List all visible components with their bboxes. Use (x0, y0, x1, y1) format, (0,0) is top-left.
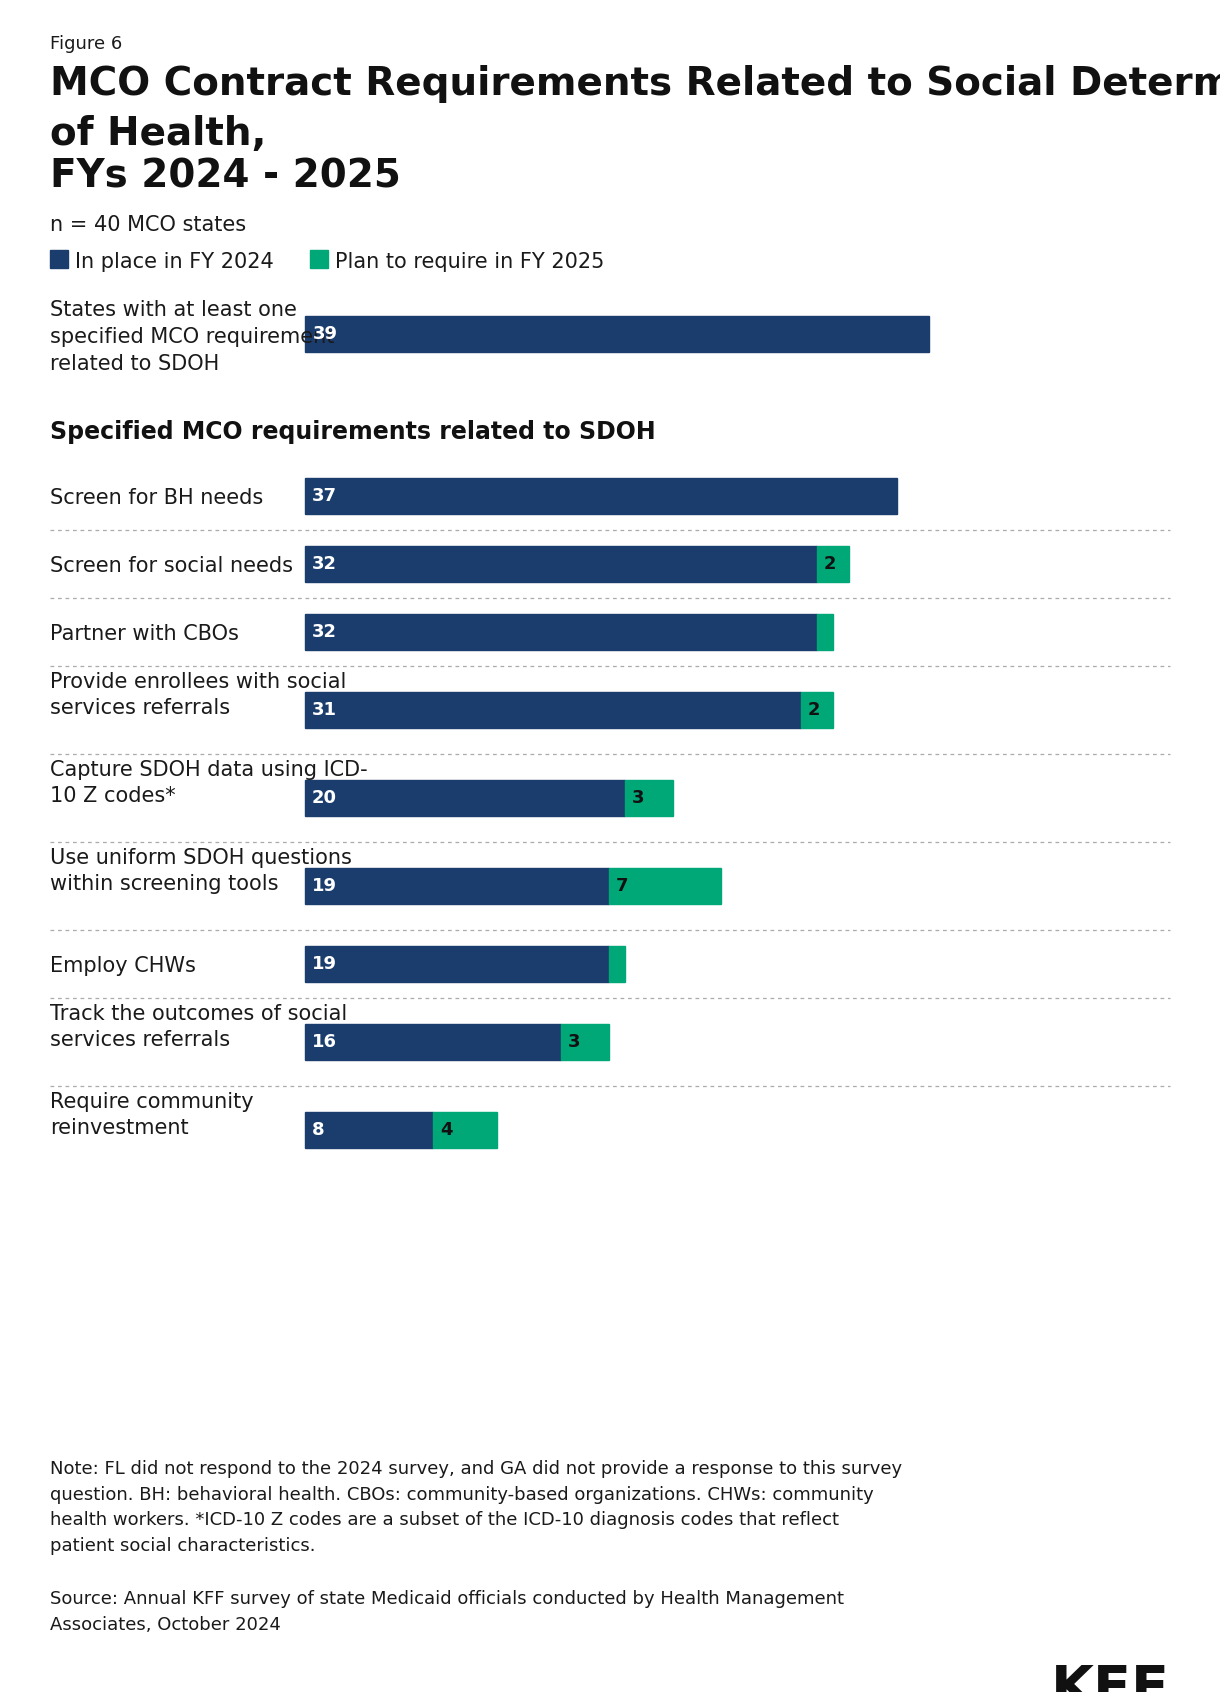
Text: 37: 37 (312, 487, 337, 504)
Text: 19: 19 (312, 954, 337, 973)
Bar (433, 1112, 497, 1147)
Bar (625, 780, 673, 816)
Text: Track the outcomes of social
services referrals: Track the outcomes of social services re… (50, 1003, 348, 1051)
Bar (305, 547, 817, 582)
Text: Screen for BH needs: Screen for BH needs (50, 487, 264, 508)
Text: MCO Contract Requirements Related to Social Determinants: MCO Contract Requirements Related to Soc… (50, 64, 1220, 103)
Text: of Health,: of Health, (50, 115, 266, 152)
Bar (305, 868, 609, 904)
Text: 2: 2 (824, 555, 837, 574)
Text: FYs 2024 - 2025: FYs 2024 - 2025 (50, 157, 401, 195)
Text: Partner with CBOs: Partner with CBOs (50, 624, 239, 645)
Text: 32: 32 (312, 555, 337, 574)
Bar (561, 1024, 609, 1059)
Text: 4: 4 (440, 1122, 453, 1139)
Text: In place in FY 2024: In place in FY 2024 (74, 252, 273, 272)
Bar (305, 1024, 561, 1059)
Text: Employ CHWs: Employ CHWs (50, 956, 196, 976)
Bar (802, 692, 833, 728)
Bar (817, 614, 833, 650)
Text: Figure 6: Figure 6 (50, 36, 122, 52)
Bar (305, 1112, 433, 1147)
Text: States with at least one
specified MCO requirement
related to SDOH: States with at least one specified MCO r… (50, 299, 334, 374)
Text: 19: 19 (312, 876, 337, 895)
Bar (310, 250, 328, 267)
Text: Source: Annual KFF survey of state Medicaid officials conducted by Health Manage: Source: Annual KFF survey of state Medic… (50, 1590, 844, 1634)
Bar (609, 868, 721, 904)
Text: Note: FL did not respond to the 2024 survey, and GA did not provide a response t: Note: FL did not respond to the 2024 sur… (50, 1460, 902, 1555)
Text: Plan to require in FY 2025: Plan to require in FY 2025 (336, 252, 604, 272)
Text: 32: 32 (312, 623, 337, 641)
Bar (817, 547, 849, 582)
Text: KFF: KFF (1050, 1662, 1170, 1692)
Text: Require community
reinvestment: Require community reinvestment (50, 1091, 254, 1139)
Text: n = 40 MCO states: n = 40 MCO states (50, 215, 246, 235)
Text: Specified MCO requirements related to SDOH: Specified MCO requirements related to SD… (50, 420, 655, 443)
Bar (50, 250, 68, 267)
Text: Screen for social needs: Screen for social needs (50, 557, 293, 575)
Bar (609, 946, 625, 981)
Text: 3: 3 (632, 788, 644, 807)
Text: 31: 31 (312, 700, 337, 719)
Text: Provide enrollees with social
services referrals: Provide enrollees with social services r… (50, 672, 346, 719)
Bar (305, 316, 928, 352)
Text: Use uniform SDOH questions
within screening tools: Use uniform SDOH questions within screen… (50, 848, 351, 895)
Bar (305, 780, 625, 816)
Text: Capture SDOH data using ICD-
10 Z codes*: Capture SDOH data using ICD- 10 Z codes* (50, 760, 367, 807)
Text: 16: 16 (312, 1034, 337, 1051)
Text: 3: 3 (569, 1034, 581, 1051)
Text: 7: 7 (616, 876, 628, 895)
Text: 2: 2 (808, 700, 821, 719)
Bar (305, 692, 802, 728)
Bar (305, 946, 609, 981)
Text: 8: 8 (312, 1122, 325, 1139)
Text: 20: 20 (312, 788, 337, 807)
Bar (305, 614, 817, 650)
Text: 39: 39 (314, 325, 338, 343)
Bar (305, 479, 897, 514)
